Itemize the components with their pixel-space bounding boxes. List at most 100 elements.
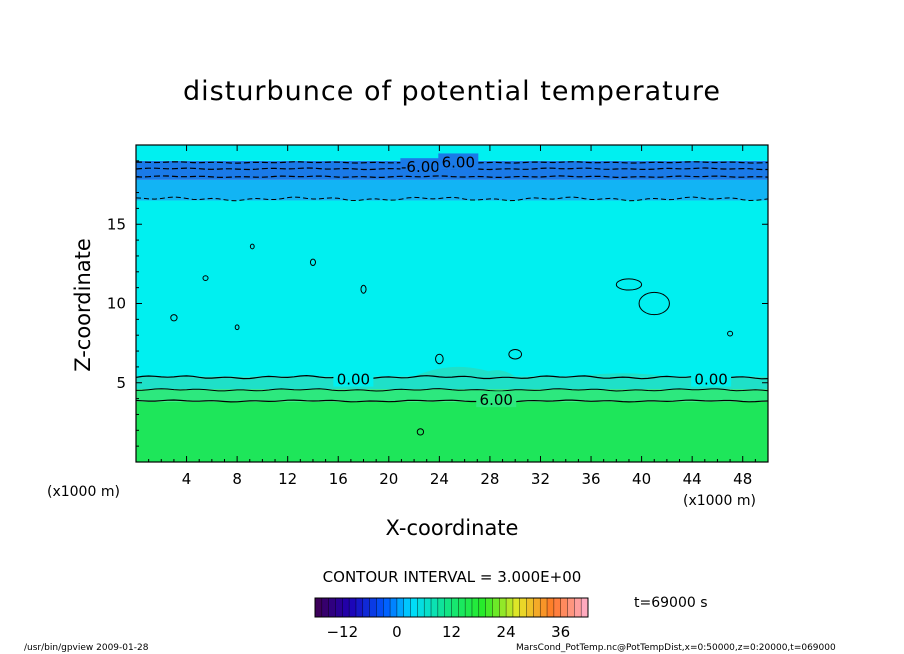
heatmap-layer-3 [136,200,768,377]
x-tick-label-10: 44 [683,470,702,488]
contour-blob-5 [170,314,178,322]
colorbar-swatch-35 [553,598,561,617]
colorbar-swatch-9 [376,598,384,617]
y-tick-label-1: 10 [107,295,126,313]
contour-line-1 [135,388,769,392]
colorbar-swatch-12 [396,598,405,617]
contour-blob-6 [234,324,240,331]
colorbar-tick-label-1: 0 [392,623,402,641]
colorbar-swatch-18 [437,598,445,617]
contour-blob-0 [638,291,670,316]
colorbar-swatch-26 [492,598,500,617]
colorbar-tick-label-3: 24 [497,623,516,641]
contour-label-4: 6.00 [442,153,475,171]
colorbar-swatch-38 [574,598,582,617]
contour-line-0 [135,399,769,403]
heatmap-layer-1 [136,389,768,402]
heatmap-bump-0 [414,366,503,377]
heatmap-bump-2 [578,373,667,377]
x-tick-label-5: 24 [430,470,449,488]
colorbar-swatch-16 [424,598,432,617]
x-tick-label-6: 28 [480,470,499,488]
heatmap-layer-5 [136,160,768,180]
contour-blob-10 [727,330,734,337]
x-unit-right: (x1000 m) [683,493,756,509]
colorbar-swatch-28 [506,598,514,617]
colorbar-tick-label-2: 12 [442,623,461,641]
x-tick-label-2: 12 [278,470,297,488]
contour-line-3 [135,196,769,202]
heatmap-layer-0 [136,401,768,462]
contour-label-bg-4 [438,153,479,170]
x-tick-label-3: 16 [329,470,348,488]
colorbar-swatch-5 [349,598,357,617]
footer-command: /usr/bin/gpview 2009-01-28 [24,643,149,653]
colorbar-swatch-10 [383,598,391,617]
colorbar-swatch-30 [519,598,527,617]
contour-blob-3 [249,243,255,250]
contour-blob-1 [615,278,643,291]
colorbar-swatch-6 [355,598,364,617]
chart-title: disturbunce of potential temperature [183,76,721,107]
x-tick-label-0: 4 [182,470,192,488]
x-tick-label-8: 36 [581,470,600,488]
colorbar-swatch-32 [533,598,541,617]
heatmap-bump-1 [477,370,516,377]
contour-label-bg-0 [333,370,374,387]
colorbar-tick-label-4: 36 [551,623,570,641]
plot-area [136,145,768,462]
contour-label-bg-3 [400,158,441,175]
colorbar-swatch-13 [403,598,411,617]
contour-label-2: 6.00 [480,391,513,409]
contour-label-3: -6.00 [401,158,440,176]
colorbar-swatch-14 [410,598,418,617]
colorbar-swatch-17 [431,598,439,617]
x-axis-label: X-coordinate [385,516,519,540]
colorbar-swatch-21 [458,598,466,617]
contour-blob-8 [435,353,444,365]
colorbar-swatch-31 [526,598,534,617]
colorbar-swatch-36 [560,598,568,617]
x-unit-left: (x1000 m) [47,484,120,500]
colorbar-swatch-39 [581,598,589,617]
colorbar-swatch-24 [478,598,486,617]
colorbar-swatch-8 [369,598,377,617]
colorbar-swatch-4 [342,598,350,617]
colorbar-swatch-15 [417,598,425,617]
contour-blob-7 [360,284,367,294]
footer-source: MarsCond_PotTemp.nc@PotTempDist,x=0:5000… [516,643,836,653]
colorbar-swatch-27 [499,598,507,617]
y-tick-label-0: 5 [116,374,126,392]
x-tick-label-4: 20 [379,470,398,488]
colorbar-swatch-20 [451,598,459,617]
y-tick-label-2: 15 [107,215,126,233]
x-tick-label-9: 40 [632,470,651,488]
time-label: t=69000 s [634,595,708,611]
contour-label-bg-2 [476,391,517,408]
contour-blob-2 [416,428,425,436]
heatmap-layer-4 [136,179,768,201]
colorbar-swatch-22 [465,598,473,617]
colorbar-swatch-33 [540,598,548,617]
contour-line-2 [135,374,769,380]
colorbar-swatch-11 [390,598,398,617]
colorbar-swatch-19 [444,598,452,617]
contour-line-4 [135,175,769,179]
x-tick-label-7: 32 [531,470,550,488]
colorbar-swatch-34 [547,598,555,617]
colorbar-tick-label-0: −12 [326,623,358,641]
contour-blob-4 [202,275,209,282]
colorbar-swatch-29 [512,598,521,617]
colorbar-frame [314,597,589,618]
colorbar-swatch-3 [335,598,343,617]
contour-blob-9 [508,348,523,360]
heatmap-layer-6 [136,145,768,161]
colorbar-swatch-25 [485,598,493,617]
contour-labels: 0.00 0.006.00-6.00 6.00 [333,153,732,409]
contour-label-bg-1 [691,370,732,387]
colorbar-swatch-23 [471,598,480,617]
colorbar-swatch-1 [321,598,329,617]
heatmap-layer-2 [136,376,768,390]
